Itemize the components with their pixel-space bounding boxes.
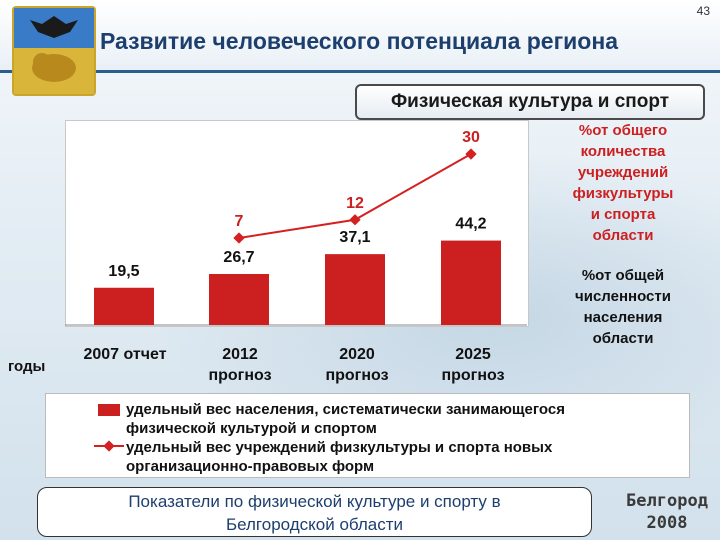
page-number: 43 (696, 4, 710, 18)
bar-value-label: 44,2 (455, 216, 486, 233)
side-label-red-line: учреждений (577, 164, 669, 181)
side-label-red-line: %от общего (578, 122, 668, 139)
x-tick-label: 2007 отчет (65, 344, 185, 365)
bar (209, 274, 269, 325)
side-label-black: %от общей численности населения области (560, 265, 686, 349)
legend: удельный вес населения, систематически з… (45, 393, 690, 478)
x-tick-label-line: прогноз (208, 367, 272, 384)
years-axis-label: годы (8, 358, 46, 375)
bar (441, 240, 501, 325)
side-label-black-line: населения (583, 309, 663, 326)
brand-logo: Белгород 2008 (622, 490, 712, 534)
legend-entry-line: удельный вес учреждений физкультуры и сп… (126, 438, 552, 476)
x-tick-label-line: 2007 отчет (83, 346, 167, 363)
legend-line-marker (103, 440, 115, 452)
side-label-red: %от общего количества учреждений физкуль… (560, 120, 686, 246)
line-value-label: 7 (235, 213, 244, 230)
legend-bar-swatch (98, 404, 120, 416)
side-label-black-line: численности (575, 288, 671, 305)
line-value-label: 12 (346, 195, 364, 212)
bar-value-label: 19,5 (108, 263, 139, 280)
brand-line: 2008 (646, 513, 688, 533)
legend-entry-bar: удельный вес населения, систематически з… (126, 400, 565, 438)
x-tick-label-line: 2020 (339, 346, 375, 363)
side-label-black-line: области (592, 330, 654, 347)
legend-text-line: удельный вес населения, систематически з… (126, 401, 565, 418)
legend-text-line: физической культурой и спортом (126, 420, 377, 437)
footer-line: Белгородской области (225, 515, 404, 534)
bar (325, 254, 385, 325)
side-label-black-line: %от общей (581, 267, 665, 284)
line-value-label: 30 (462, 129, 480, 146)
side-label-red-line: физкультуры (572, 185, 674, 202)
bar-value-label: 37,1 (339, 229, 370, 246)
footer-line: Показатели по физической культуре и спор… (128, 492, 501, 511)
header-bar (0, 0, 720, 73)
page-title: Развитие человеческого потенциала регион… (100, 28, 619, 54)
line-point (465, 148, 477, 160)
x-tick-label-line: прогноз (441, 367, 505, 384)
x-tick-label-line: прогноз (325, 367, 389, 384)
line-point (233, 232, 245, 244)
x-tick-label-line: 2012 (222, 346, 258, 363)
side-label-red-line: и спорта (590, 206, 656, 223)
line-point (349, 214, 361, 226)
bar-value-label: 26,7 (223, 249, 254, 266)
x-tick-label: 2025 прогноз (413, 344, 533, 386)
x-tick-label-line: 2025 (455, 346, 491, 363)
coat-of-arms-icon (12, 6, 96, 96)
x-tick-label: 2020 прогноз (297, 344, 417, 386)
legend-text-line: организационно-правовых форм (126, 458, 375, 475)
legend-text-line: удельный вес учреждений физкультуры и сп… (126, 439, 553, 456)
brand-line: Белгород (626, 491, 708, 511)
section-title: Физическая культура и спорт (355, 84, 705, 120)
side-label-red-line: количества (580, 143, 666, 160)
bar (94, 287, 154, 325)
side-label-red-line: области (592, 227, 654, 244)
footer-caption: Показатели по физической культуре и спор… (37, 487, 592, 537)
x-tick-label: 2012 прогноз (180, 344, 300, 386)
